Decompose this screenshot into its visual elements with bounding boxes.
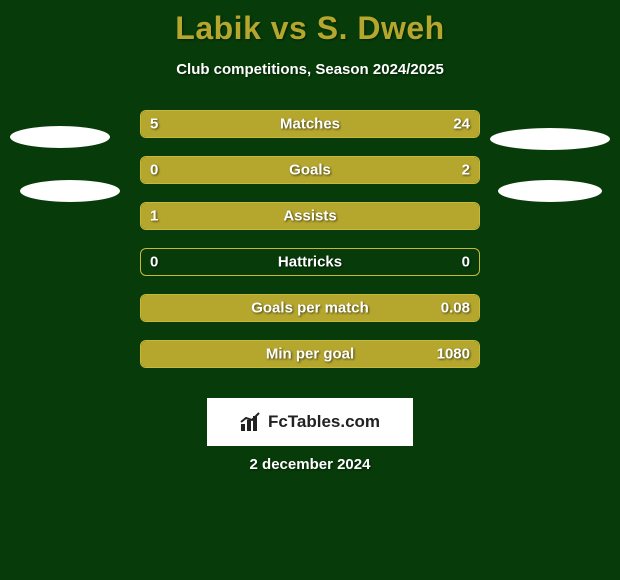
comparison-card: Labik vs S. Dweh Club competitions, Seas… — [0, 0, 620, 580]
stat-row: 0 0 Hattricks — [140, 248, 480, 276]
page-title: Labik vs S. Dweh — [0, 0, 620, 47]
stat-row: 1 Assists — [140, 202, 480, 230]
stat-label: Goals — [289, 162, 331, 179]
stat-right-value: 2 — [462, 162, 470, 179]
stat-left-value: 0 — [150, 254, 158, 271]
date-text: 2 december 2024 — [250, 456, 371, 473]
stat-right-value: 24 — [453, 116, 470, 133]
subtitle: Club competitions, Season 2024/2025 — [0, 61, 620, 78]
stat-label: Hattricks — [278, 254, 342, 271]
stat-label: Min per goal — [266, 346, 354, 363]
stat-label: Matches — [280, 116, 340, 133]
decorative-oval — [490, 128, 610, 150]
stat-row: 0.08 Goals per match — [140, 294, 480, 322]
stat-left-value: 1 — [150, 208, 158, 225]
stat-right-value: 0.08 — [441, 300, 470, 317]
stat-row: 5 24 Matches — [140, 110, 480, 138]
stat-right-value: 0 — [462, 254, 470, 271]
decorative-oval — [20, 180, 120, 202]
attribution-text: FcTables.com — [268, 412, 380, 432]
decorative-oval — [498, 180, 602, 202]
stat-left-value: 0 — [150, 162, 158, 179]
stat-row: 1080 Min per goal — [140, 340, 480, 368]
stat-label: Assists — [283, 208, 336, 225]
stat-left-value: 5 — [150, 116, 158, 133]
stat-row: 0 2 Goals — [140, 156, 480, 184]
stat-right-value: 1080 — [437, 346, 470, 363]
stat-label: Goals per match — [251, 300, 369, 317]
decorative-oval — [10, 126, 110, 148]
attribution-badge: FcTables.com — [207, 398, 413, 446]
chart-icon — [240, 412, 262, 432]
